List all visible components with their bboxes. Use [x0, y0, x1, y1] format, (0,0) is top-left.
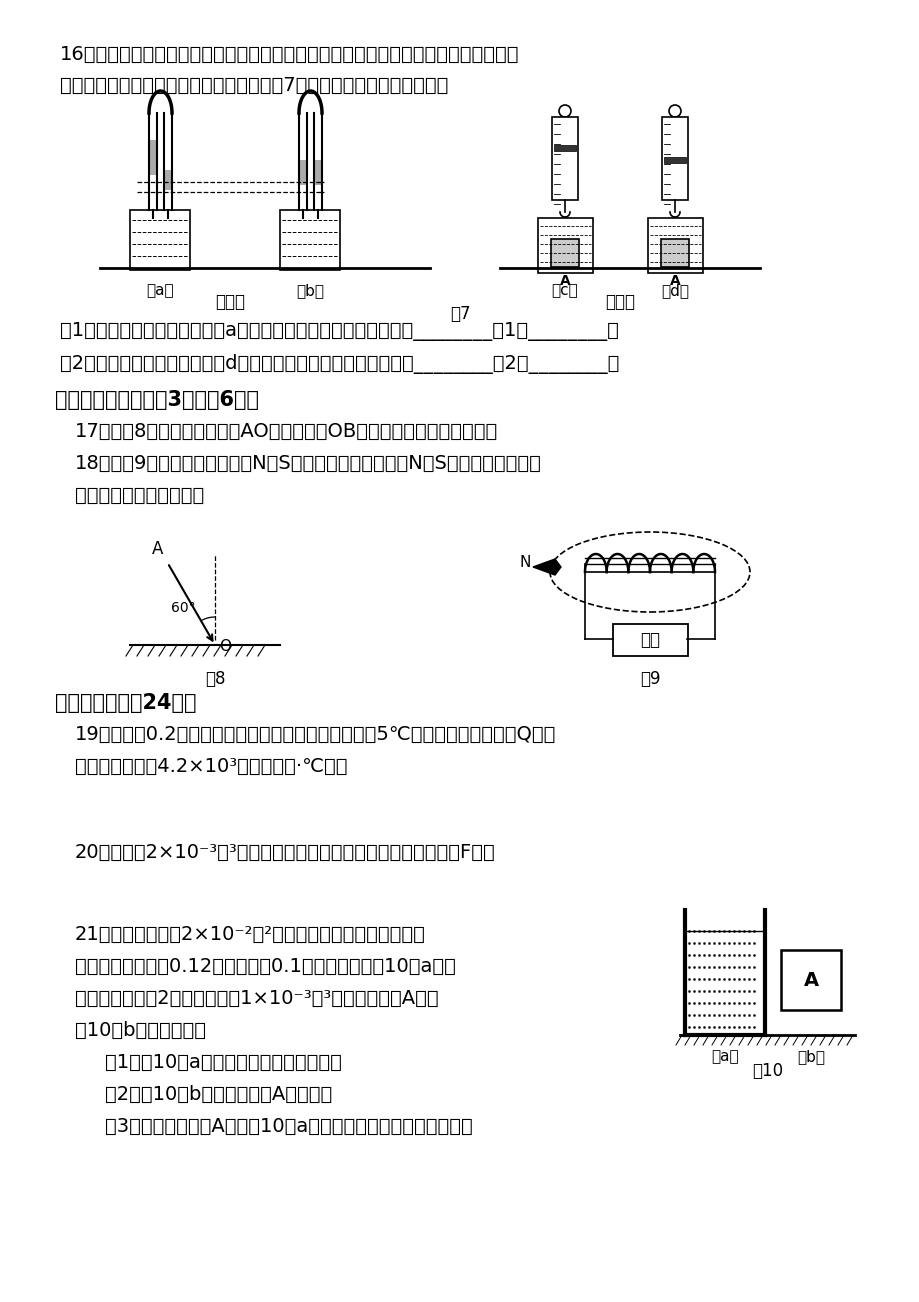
Bar [130, 210, 190, 270]
Text: 四、计算题（共24分）: 四、计算题（共24分） [55, 693, 197, 713]
Text: 究小组的同学设计了甲、乙两种方案，如图7所示，并具体组出了这些方案: 究小组的同学设计了甲、乙两种方案，如图7所示，并具体组出了这些方案 [60, 76, 448, 95]
Text: （b）: （b） [296, 283, 323, 298]
Text: （d）: （d） [660, 283, 688, 298]
Text: （a）: （a） [146, 283, 174, 298]
Text: （c）: （c） [551, 283, 578, 298]
Text: 图8: 图8 [205, 671, 225, 687]
Bar [550, 240, 578, 267]
Text: 方案乙: 方案乙 [605, 293, 634, 311]
Text: 16．现有两个完全相同的容器，分别盛有适量的水和浓盐水。为鉴别这两种液体，某探: 16．现有两个完全相同的容器，分别盛有适量的水和浓盐水。为鉴别这两种液体，某探 [60, 46, 519, 64]
Text: 21．一个底面积为2×10⁻²米²的薄壁圆柱形容器放在水平桌: 21．一个底面积为2×10⁻²米²的薄壁圆柱形容器放在水平桌 [75, 924, 425, 944]
Text: 图10: 图10 [752, 1062, 783, 1079]
Text: 的方向和电源的正负极。: 的方向和电源的正负极。 [75, 486, 204, 505]
Text: 示，另有质量为2千克，体积为1×10⁻³米³的实心正方体A，如: 示，另有质量为2千克，体积为1×10⁻³米³的实心正方体A，如 [75, 990, 438, 1008]
Bar [553, 145, 575, 151]
Bar [660, 240, 688, 267]
Bar [662, 117, 687, 201]
Bar [300, 160, 307, 185]
Text: 图7: 图7 [449, 305, 470, 323]
Text: A: A [669, 273, 680, 288]
Text: N: N [518, 555, 530, 570]
Bar [647, 217, 702, 273]
Text: 60°: 60° [171, 602, 195, 615]
Bar [780, 950, 840, 1010]
Text: （b）: （b） [796, 1049, 824, 1064]
Bar [314, 160, 322, 185]
Text: （2）图10（b）实心正方体A的密度。: （2）图10（b）实心正方体A的密度。 [105, 1085, 332, 1104]
Text: 18．在图9中，请根据小磁针的N、S极，判断通电螺旋管的N、S极，并标出磁感线: 18．在图9中，请根据小磁针的N、S极，判断通电螺旋管的N、S极，并标出磁感线 [75, 454, 541, 473]
Text: 20．体积为2×10⁻³米³的小球，浸没在水中，求：小球受到的浮力F浮。: 20．体积为2×10⁻³米³的小球，浸没在水中，求：小球受到的浮力F浮。 [75, 842, 495, 862]
Text: （2）通过方案乙的比较可知（d）图中装的是盐水，判断依据是：________（2）________。: （2）通过方案乙的比较可知（d）图中装的是盐水，判断依据是：________（2… [60, 354, 618, 374]
Text: A: A [802, 970, 818, 990]
Text: 19．质量为0.2千克的水在太阳的照射下，温度升高了5℃，求：水吸收的热量Q吸。: 19．质量为0.2千克的水在太阳的照射下，温度升高了5℃，求：水吸收的热量Q吸。 [75, 725, 556, 743]
Bar [538, 217, 593, 273]
Text: 三、作图题（每小题3分，共6分）: 三、作图题（每小题3分，共6分） [55, 391, 259, 410]
Bar [612, 624, 687, 656]
Bar [279, 210, 340, 270]
Text: 面中央，容器高为0.12米，内盛有0.1米深的水，如图10（a）所: 面中央，容器高为0.12米，内盛有0.1米深的水，如图10（a）所 [75, 957, 456, 976]
Polygon shape [532, 559, 561, 575]
Text: 电源: 电源 [640, 631, 659, 648]
Text: A: A [152, 540, 164, 557]
Text: 图9: 图9 [639, 671, 660, 687]
Text: 17．在图8中，画出入射光线AO的反射光线OB，并标出反射角及其大小。: 17．在图8中，画出入射光线AO的反射光线OB，并标出反射角及其大小。 [75, 422, 498, 441]
Text: （水的比热容为4.2×10³焦／（千克·℃））: （水的比热容为4.2×10³焦／（千克·℃）） [75, 756, 347, 776]
Text: （1）通过方案甲的比较可知（a）图中装的是盐水，判断依据是：________（1）________。: （1）通过方案甲的比较可知（a）图中装的是盐水，判断依据是：________（1… [60, 322, 618, 341]
Bar [551, 117, 577, 201]
Text: （3）将实心正方体A放入图10（a）的水中后，水面上升的高度。: （3）将实心正方体A放入图10（a）的水中后，水面上升的高度。 [105, 1117, 472, 1137]
Text: （a）: （a） [710, 1049, 738, 1064]
Text: O: O [219, 639, 231, 654]
Text: 图10（b）所示，求：: 图10（b）所示，求： [75, 1021, 206, 1040]
Bar [165, 171, 172, 190]
Text: A: A [559, 273, 570, 288]
Text: （1）图10（a）中水对容器底部的压强。: （1）图10（a）中水对容器底部的压强。 [105, 1053, 342, 1072]
Bar [664, 158, 686, 163]
Text: 方案甲: 方案甲 [215, 293, 244, 311]
Bar [150, 141, 157, 174]
